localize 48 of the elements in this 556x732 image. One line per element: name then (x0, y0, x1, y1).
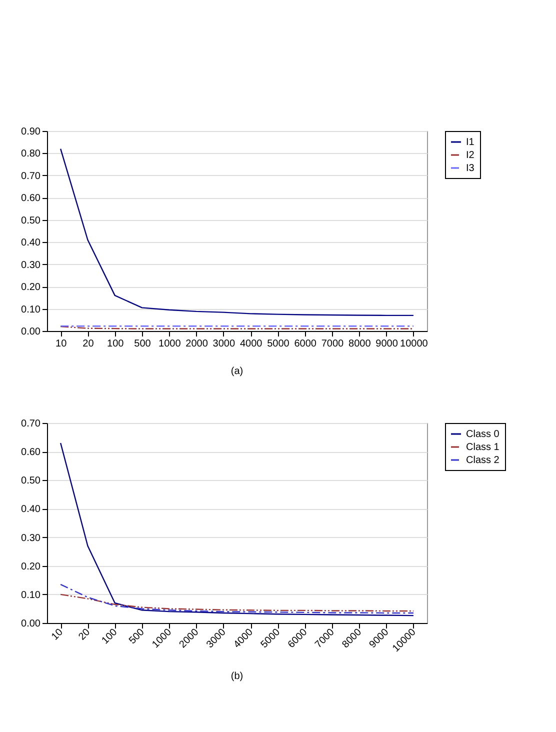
x-tick-label: 100 (107, 338, 124, 350)
y-tick-label: 0.90 (21, 126, 41, 138)
y-tick-label: 0.30 (21, 532, 41, 544)
x-tick-label: 3000 (212, 338, 236, 350)
line-series (60, 442, 414, 616)
x-tick-label: 10000 (400, 338, 428, 350)
x-tick-label: 2000 (186, 338, 208, 350)
y-tick-label: 0.00 (21, 618, 41, 630)
x-tick-label: 20 (76, 626, 93, 643)
text: (a) (230, 366, 244, 377)
y-tick-label: 0.20 (21, 282, 41, 294)
y-tick-label: 0.40 (21, 504, 41, 516)
legend-label: I1 (466, 137, 475, 148)
line-series (60, 594, 414, 612)
y-tick-label: 0.50 (21, 215, 41, 226)
x-tick-label: 10 (56, 338, 68, 350)
y-tick-label: 0.60 (21, 193, 41, 204)
y-tick-label: 0.70 (21, 170, 41, 182)
x-tick-label: 20 (82, 338, 94, 350)
x-tick-label: 500 (127, 626, 148, 647)
x-tick-label: 9000 (376, 338, 398, 350)
legend-label: Class 0 (466, 429, 500, 440)
legend-label: Class 2 (466, 455, 500, 466)
x-tick-label: 4000 (240, 338, 263, 350)
y-tick-label: 0.70 (21, 418, 41, 430)
y-tick-label: 0.50 (21, 476, 41, 487)
y-tick-label: 0.30 (21, 260, 41, 271)
x-tick-label: 5000 (267, 338, 290, 350)
y-tick-label: 0.10 (21, 304, 41, 316)
line-series (60, 584, 414, 614)
legend-label: I3 (466, 163, 475, 174)
y-tick-label: 0.40 (21, 238, 41, 249)
y-tick-label: 0.00 (21, 326, 41, 338)
text: (b) (230, 671, 244, 682)
y-tick-label: 0.80 (21, 148, 41, 160)
x-tick-label: 7000 (321, 338, 344, 350)
x-tick-label: 8000 (348, 338, 372, 350)
x-tick-label: 6000 (294, 338, 317, 350)
y-tick-label: 0.20 (21, 561, 41, 572)
legend-label: Class 1 (466, 442, 500, 453)
y-tick-label: 0.60 (21, 447, 41, 458)
x-tick-label: 10 (50, 626, 66, 643)
line-series (60, 148, 414, 316)
legend-label: I2 (466, 150, 475, 161)
x-tick-label: 1000 (158, 338, 182, 350)
y-tick-label: 0.10 (21, 590, 41, 601)
x-tick-label: 500 (134, 338, 152, 350)
x-tick-label: 100 (100, 626, 120, 647)
